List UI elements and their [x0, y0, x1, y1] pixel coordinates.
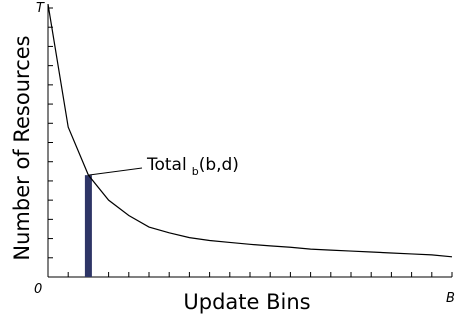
x-axis-title: Update Bins: [183, 290, 310, 314]
annotation-main: Total: [146, 155, 187, 175]
annotation-label: Total b(b,d): [146, 155, 239, 178]
annotation-leader-line: [88, 167, 143, 176]
y-top-label: T: [36, 1, 45, 16]
x-start-label: 0: [34, 282, 42, 297]
axes: [47, 4, 452, 278]
highlight-bar: [84, 175, 92, 277]
x-end-label: B: [446, 291, 455, 306]
series-lines: [47, 4, 453, 258]
annotation-suffix: (b,d): [199, 155, 239, 175]
series-line: [47, 4, 453, 258]
annotation-subscript: b: [192, 165, 199, 178]
bars: [84, 175, 92, 277]
ticks: [48, 7, 453, 277]
y-axis-title: Number of Resources: [10, 35, 34, 260]
